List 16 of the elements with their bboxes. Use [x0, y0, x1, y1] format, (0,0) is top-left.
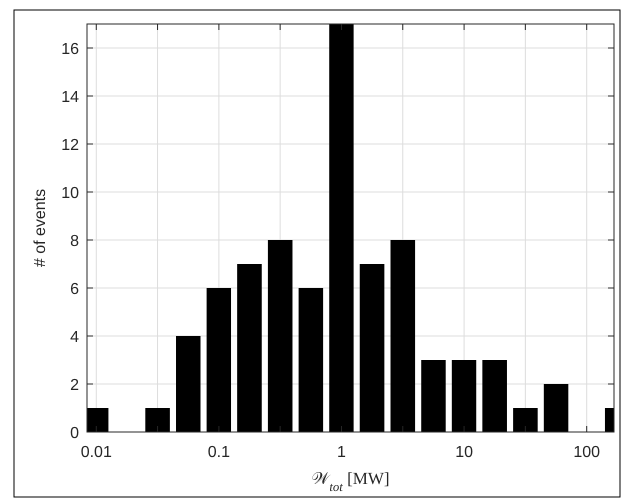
y-tick-label: 10	[61, 185, 80, 202]
y-tick-label: 2	[70, 377, 80, 394]
y-axis-title: # of events	[32, 188, 49, 268]
y-tick-label: 0	[70, 425, 80, 442]
x-tick-label: 0.1	[208, 444, 230, 461]
y-tick-label: 16	[61, 41, 80, 58]
x-tick-label: 0.01	[80, 444, 112, 461]
y-tick-label: 6	[70, 281, 80, 298]
x-tick-label: 10	[455, 444, 474, 461]
x-tick-label: 100	[573, 444, 600, 461]
y-tick-label: 4	[70, 329, 80, 346]
y-tick-label: 12	[61, 137, 80, 154]
y-tick-label: 14	[61, 89, 80, 106]
x-axis-title: 𝒲$_{tot}$ [MW]	[311, 469, 390, 494]
y-tick-label: 8	[70, 233, 80, 250]
x-tick-label: 1	[337, 444, 346, 461]
